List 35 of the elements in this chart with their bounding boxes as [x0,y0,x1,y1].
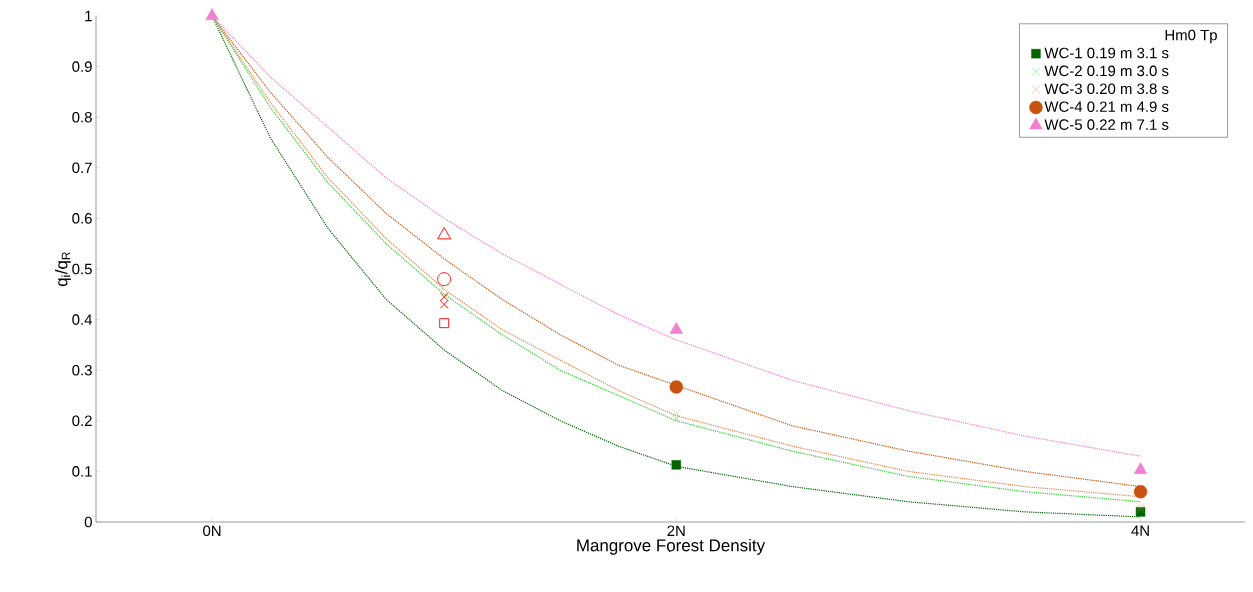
legend-label: WC-2 0.19 m 3.0 s [1044,65,1169,77]
y-axis-title: q$_{i}$/q$_{R}$ [55,252,71,287]
x-tick-label: 4N [1131,525,1149,536]
y-tick-label: 0.9 [72,61,92,72]
y-tick-label: 0.5 [72,263,92,275]
y-tick-label: 0.3 [72,364,92,376]
x-tick-label: 2N [667,525,685,536]
point [672,409,681,418]
y-tick-label: 0.8 [72,111,92,123]
y-tick-label: 0.1 [72,466,92,477]
y-tick-label: 0.2 [72,415,92,427]
x-axis-title: Mangrove Forest Density [577,538,766,555]
point [205,8,219,20]
y-tick-label: 0.6 [72,213,92,224]
point [439,300,449,309]
legend-title: Hm0 Tp [1165,29,1217,44]
legend-label: WC-5 0.22 m 7.1 s [1044,119,1169,130]
point [1133,462,1148,474]
point [439,292,449,302]
x-tick-label: 0N [203,525,221,537]
y-tick-label: 0.4 [72,314,93,325]
point [669,322,683,334]
point [669,380,683,394]
y-tick-label: 0.7 [72,162,92,174]
y-tick-label: 0 [84,516,92,528]
point [672,414,681,423]
point [1133,484,1148,499]
legend-label: WC-1 0.19 m 3.1 s [1044,47,1169,59]
legend-label: WC-3 0.20 m 3.8 s [1044,83,1169,95]
point [671,460,681,470]
point [437,272,452,287]
point [437,227,452,240]
legend-label: WC-4 0.21 m 4.9 s [1044,101,1169,113]
point [439,318,450,329]
y-tick-label: 1 [85,10,92,22]
